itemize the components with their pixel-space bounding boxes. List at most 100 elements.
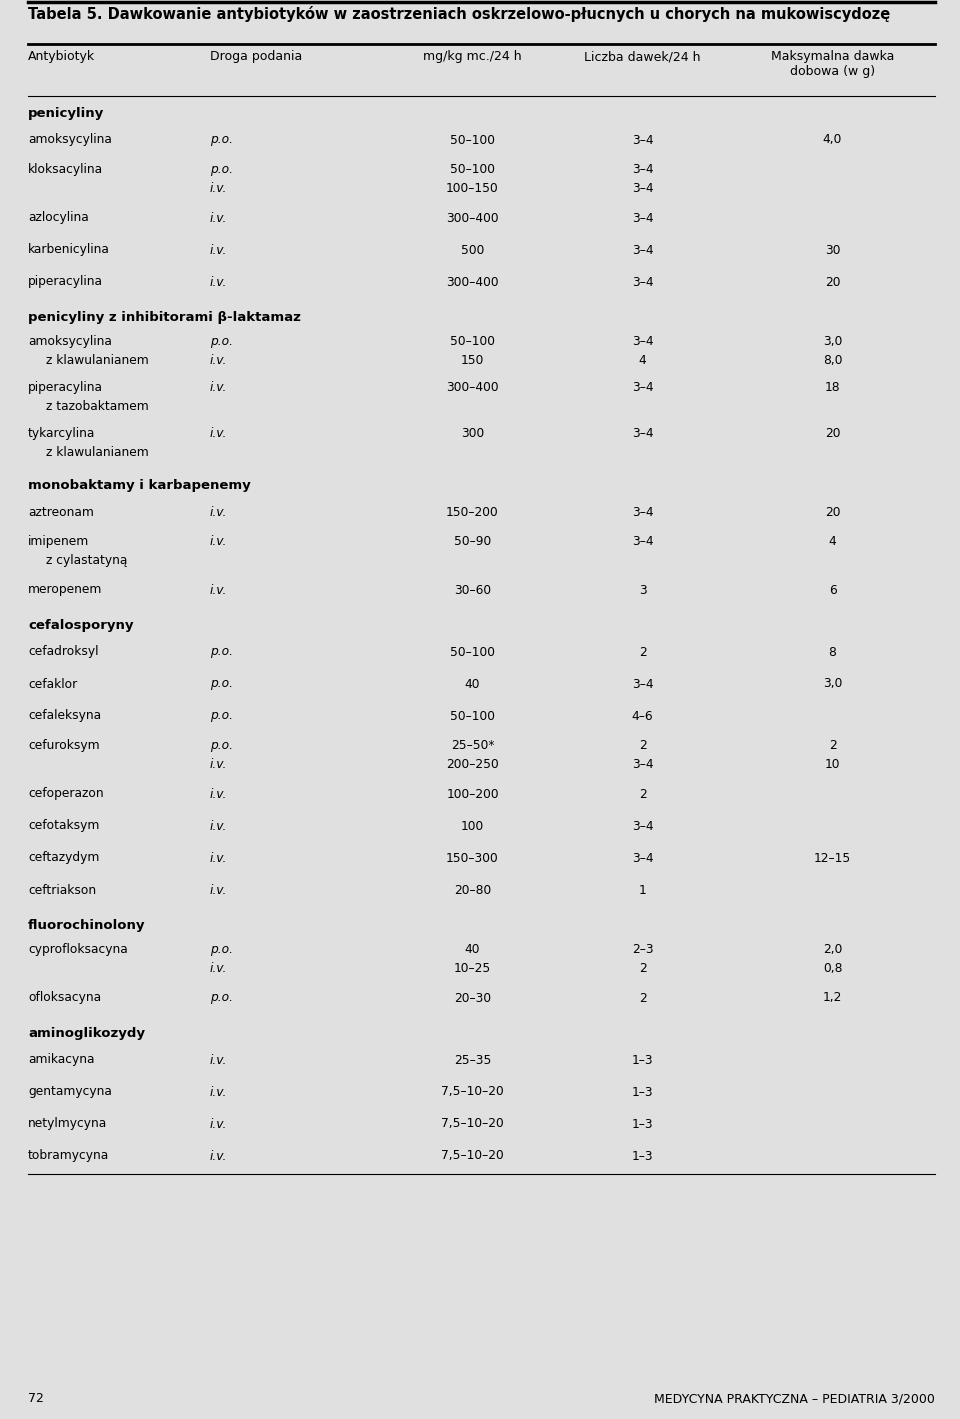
Text: 3–4: 3–4	[632, 182, 654, 194]
Text: cyprofloksacyna: cyprofloksacyna	[28, 944, 128, 956]
Text: aminoglikozydy: aminoglikozydy	[28, 1027, 145, 1040]
Text: i.v.: i.v.	[210, 211, 228, 224]
Text: 3–4: 3–4	[632, 535, 654, 548]
Text: z cylastatyną: z cylastatyną	[46, 553, 128, 566]
Text: 0,8: 0,8	[823, 962, 842, 975]
Text: 1: 1	[638, 884, 646, 897]
Text: meropenem: meropenem	[28, 583, 103, 596]
Text: i.v.: i.v.	[210, 505, 228, 518]
Text: cefadroksyl: cefadroksyl	[28, 646, 99, 658]
Text: 3–4: 3–4	[632, 163, 654, 176]
Text: piperacylina: piperacylina	[28, 382, 103, 394]
Text: 3–4: 3–4	[632, 244, 654, 257]
Text: cefuroksym: cefuroksym	[28, 739, 100, 752]
Text: 1–3: 1–3	[632, 1086, 654, 1098]
Text: mg/kg mc./24 h: mg/kg mc./24 h	[423, 50, 522, 62]
Text: i.v.: i.v.	[210, 244, 228, 257]
Text: i.v.: i.v.	[210, 1118, 228, 1131]
Text: i.v.: i.v.	[210, 962, 228, 975]
Text: 30: 30	[825, 244, 840, 257]
Text: 3,0: 3,0	[823, 677, 842, 691]
Text: 3,0: 3,0	[823, 335, 842, 348]
Text: i.v.: i.v.	[210, 583, 228, 596]
Text: 3–4: 3–4	[632, 758, 654, 771]
Text: 8,0: 8,0	[823, 353, 842, 366]
Text: 2,0: 2,0	[823, 944, 842, 956]
Text: monobaktamy i karbapenemy: monobaktamy i karbapenemy	[28, 480, 251, 492]
Text: z klawulanianem: z klawulanianem	[46, 353, 149, 366]
Text: 300: 300	[461, 427, 484, 440]
Text: 300–400: 300–400	[446, 211, 499, 224]
Text: 300–400: 300–400	[446, 382, 499, 394]
Text: 10: 10	[825, 758, 840, 771]
Text: cefaleksyna: cefaleksyna	[28, 710, 101, 722]
Text: cefoperazon: cefoperazon	[28, 788, 104, 800]
Text: 72: 72	[28, 1392, 44, 1405]
Text: amoksycylina: amoksycylina	[28, 133, 112, 146]
Text: p.o.: p.o.	[210, 646, 233, 658]
Text: Maksymalna dawka
dobowa (w g): Maksymalna dawka dobowa (w g)	[771, 50, 894, 78]
Text: 1–3: 1–3	[632, 1118, 654, 1131]
Text: 20: 20	[825, 427, 840, 440]
Text: 7,5–10–20: 7,5–10–20	[442, 1118, 504, 1131]
Text: 3–4: 3–4	[632, 427, 654, 440]
Text: 3–4: 3–4	[632, 505, 654, 518]
Text: 7,5–10–20: 7,5–10–20	[442, 1149, 504, 1162]
Text: Antybiotyk: Antybiotyk	[28, 50, 95, 62]
Text: 20–30: 20–30	[454, 992, 492, 1005]
Text: MEDYCYNA PRAKTYCZNA – PEDIATRIA 3/2000: MEDYCYNA PRAKTYCZNA – PEDIATRIA 3/2000	[654, 1392, 935, 1405]
Text: Tabela 5. Dawkowanie antybiotyków w zaostrzeniach oskrzelowo-płucnych u chorych : Tabela 5. Dawkowanie antybiotyków w zaos…	[28, 6, 890, 23]
Text: i.v.: i.v.	[210, 788, 228, 800]
Text: i.v.: i.v.	[210, 820, 228, 833]
Text: 6: 6	[828, 583, 836, 596]
Text: 2: 2	[638, 739, 646, 752]
Text: p.o.: p.o.	[210, 944, 233, 956]
Text: Liczba dawek/24 h: Liczba dawek/24 h	[585, 50, 701, 62]
Text: i.v.: i.v.	[210, 1149, 228, 1162]
Text: tobramycyna: tobramycyna	[28, 1149, 109, 1162]
Text: cefotaksym: cefotaksym	[28, 820, 100, 833]
Text: 150–300: 150–300	[446, 851, 499, 864]
Text: 40: 40	[465, 677, 480, 691]
Text: 20: 20	[825, 505, 840, 518]
Text: 30–60: 30–60	[454, 583, 492, 596]
Text: 3–4: 3–4	[632, 133, 654, 146]
Text: 500: 500	[461, 244, 484, 257]
Text: i.v.: i.v.	[210, 851, 228, 864]
Text: 3: 3	[638, 583, 646, 596]
Text: 300–400: 300–400	[446, 275, 499, 288]
Text: i.v.: i.v.	[210, 884, 228, 897]
Text: 150–200: 150–200	[446, 505, 499, 518]
Text: 1–3: 1–3	[632, 1053, 654, 1067]
Text: ceftazydym: ceftazydym	[28, 851, 100, 864]
Text: 3–4: 3–4	[632, 275, 654, 288]
Text: amikacyna: amikacyna	[28, 1053, 94, 1067]
Text: p.o.: p.o.	[210, 133, 233, 146]
Text: i.v.: i.v.	[210, 1086, 228, 1098]
Text: 150: 150	[461, 353, 484, 366]
Text: i.v.: i.v.	[210, 1053, 228, 1067]
Text: 1,2: 1,2	[823, 992, 842, 1005]
Text: i.v.: i.v.	[210, 535, 228, 548]
Text: 20–80: 20–80	[454, 884, 492, 897]
Text: karbenicylina: karbenicylina	[28, 244, 109, 257]
Text: 100: 100	[461, 820, 484, 833]
Text: 25–35: 25–35	[454, 1053, 492, 1067]
Text: 2: 2	[638, 962, 646, 975]
Text: i.v.: i.v.	[210, 275, 228, 288]
Text: penicyliny z inhibitorami β-laktamaz: penicyliny z inhibitorami β-laktamaz	[28, 312, 300, 325]
Text: z klawulanianem: z klawulanianem	[46, 446, 149, 458]
Text: amoksycylina: amoksycylina	[28, 335, 112, 348]
Text: tykarcylina: tykarcylina	[28, 427, 95, 440]
Text: 50–90: 50–90	[454, 535, 492, 548]
Text: fluorochinolony: fluorochinolony	[28, 920, 146, 932]
Text: 4: 4	[828, 535, 836, 548]
Text: kloksacylina: kloksacylina	[28, 163, 103, 176]
Text: i.v.: i.v.	[210, 353, 228, 366]
Text: 50–100: 50–100	[450, 646, 495, 658]
Text: gentamycyna: gentamycyna	[28, 1086, 112, 1098]
Text: i.v.: i.v.	[210, 427, 228, 440]
Text: 10–25: 10–25	[454, 962, 492, 975]
Text: 25–50*: 25–50*	[451, 739, 494, 752]
Text: cefalosporyny: cefalosporyny	[28, 620, 133, 633]
